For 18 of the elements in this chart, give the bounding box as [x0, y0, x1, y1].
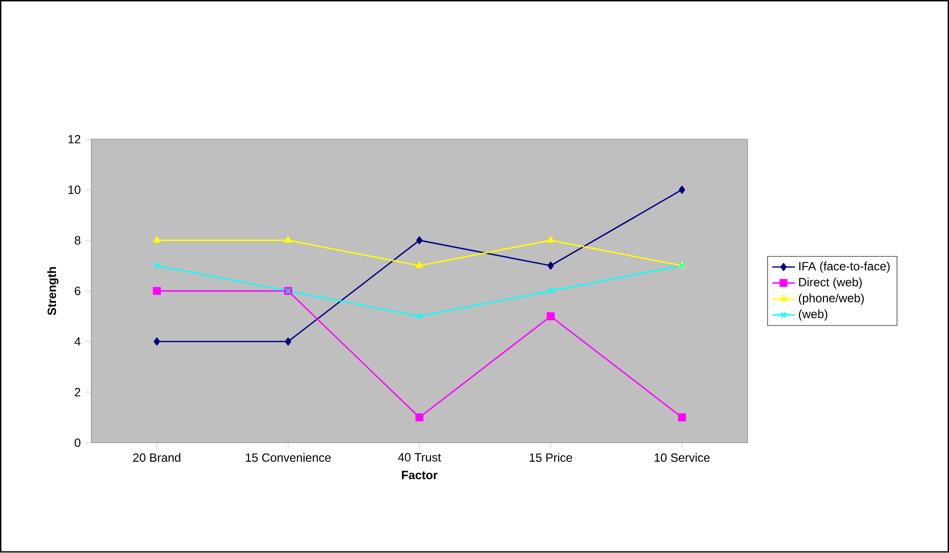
x-axis-title: Factor — [402, 471, 438, 480]
x-tick-label: 40 Trust — [398, 453, 441, 462]
y-tick-label: 10 — [68, 186, 80, 194]
legend-label: Direct (web) — [799, 278, 862, 289]
x-tick-label: 15 Convenience — [246, 453, 331, 462]
legend-label: (phone/web) — [798, 294, 864, 305]
y-tick-label: 4 — [74, 338, 81, 346]
x-tick-label: 10 Service — [654, 453, 710, 462]
legend-label: (web) — [798, 310, 828, 321]
y-tick-label: 8 — [74, 236, 80, 245]
x-tick-label: 15 Price — [530, 453, 572, 462]
y-tick-label: 0 — [74, 438, 80, 448]
y-tick-label: 2 — [74, 388, 80, 396]
y-axis-title: Strength — [47, 267, 58, 316]
legend-label: IFA (face-to-face) — [799, 262, 890, 274]
x-tick-label: 20 Brand — [133, 453, 180, 462]
y-tick-label: 6 — [74, 286, 80, 296]
y-tick-label: 12 — [68, 135, 80, 144]
